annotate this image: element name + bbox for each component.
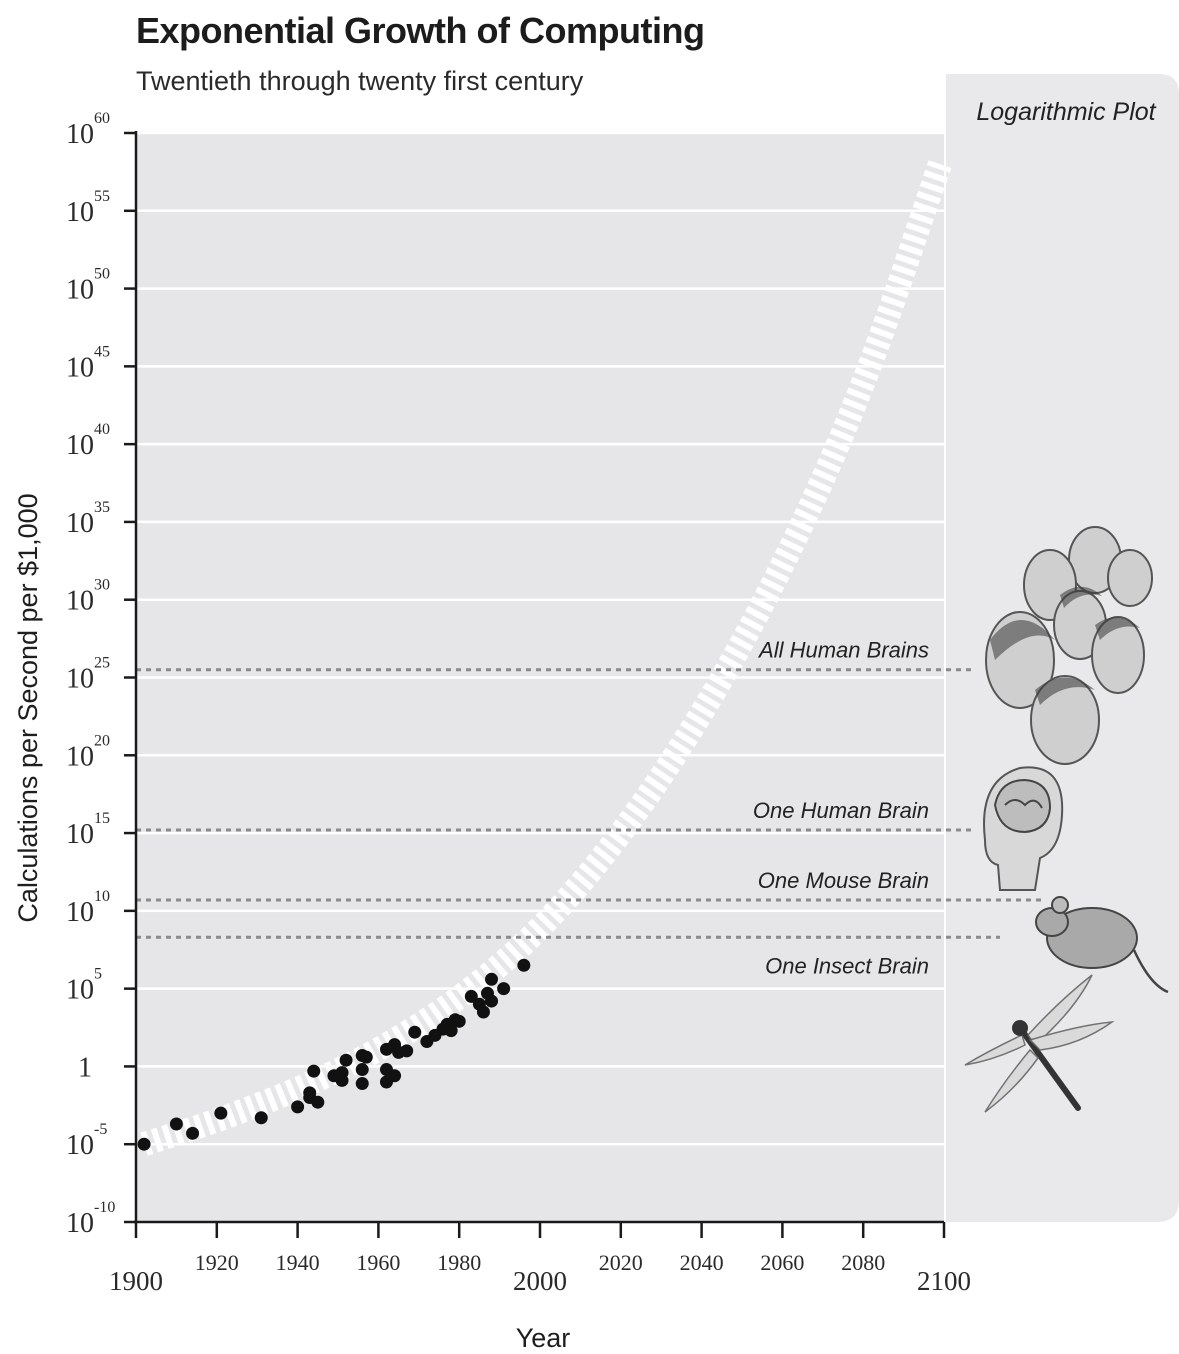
y-tick-exponent: 50 (94, 266, 110, 283)
data-point (485, 972, 499, 986)
x-tick-label: 2000 (513, 1266, 567, 1296)
data-point (476, 1005, 490, 1019)
x-axis-label: Year (516, 1323, 571, 1353)
data-point (517, 958, 531, 972)
y-tick-exponent: 40 (94, 421, 110, 438)
data-point (485, 994, 499, 1008)
chart-subtitle: Twentieth through twenty first century (136, 66, 584, 96)
y-tick-exponent: 35 (94, 499, 110, 516)
y-tick-label: 10 (66, 352, 94, 383)
data-point (452, 1014, 466, 1028)
data-point (291, 1100, 305, 1114)
y-tick-exponent: -5 (94, 1121, 107, 1138)
x-ticks: 1900 1920 1940 1960 1980 2000 2020 2040 2060 2080… (109, 1222, 971, 1296)
y-tick-label: 10 (66, 819, 94, 850)
data-point (355, 1063, 369, 1077)
threshold-label: One Human Brain (753, 798, 929, 823)
y-tick-exponent: 20 (94, 732, 110, 749)
data-point (254, 1111, 268, 1125)
mouse-icon (1035, 896, 1169, 994)
gridlines (136, 131, 944, 1146)
y-tick-exponent: 15 (94, 810, 110, 827)
y-tick-exponent: 25 (94, 655, 110, 672)
threshold-label: All Human Brains (757, 638, 929, 663)
y-tick-exponent: 5 (94, 966, 102, 983)
x-tick-label: 2040 (680, 1250, 724, 1275)
y-ticks: 1060105510501045104010351030102510201015… (66, 110, 136, 1239)
data-point (307, 1064, 321, 1078)
panel-label: Logarithmic Plot (976, 98, 1156, 126)
y-axis-label: Calculations per Second per $1,000 (13, 493, 43, 922)
dragonfly-icon (964, 974, 1115, 1113)
data-point (186, 1126, 200, 1140)
y-tick-label: 10 (66, 197, 94, 228)
y-tick-exponent: 45 (94, 343, 110, 360)
data-point (339, 1053, 353, 1067)
y-tick-label: 10 (66, 275, 94, 306)
data-points (137, 958, 531, 1151)
y-tick-exponent: 60 (94, 110, 110, 127)
threshold-label: One Insect Brain (765, 953, 929, 978)
data-point (408, 1025, 422, 1039)
y-tick-label: 10 (66, 430, 94, 461)
y-tick-label: 10 (66, 1130, 94, 1161)
y-tick-label: 10 (66, 119, 94, 150)
y-tick-label: 10 (66, 975, 94, 1006)
x-tick-label: 1920 (195, 1250, 239, 1275)
x-tick-label: 2100 (917, 1266, 971, 1296)
x-tick-label: 2020 (599, 1250, 643, 1275)
y-tick-label: 10 (66, 741, 94, 772)
y-tick-exponent: 55 (94, 188, 110, 205)
data-point (464, 989, 478, 1003)
data-point (335, 1073, 349, 1087)
trend-band-path (140, 160, 952, 1156)
y-tick-label: 10 (66, 508, 94, 539)
data-point (137, 1137, 151, 1151)
data-point (497, 982, 511, 996)
y-tick-label: 10 (66, 1208, 94, 1239)
data-point (303, 1091, 317, 1105)
data-point (355, 1077, 369, 1091)
x-tick-label: 1960 (356, 1250, 400, 1275)
data-point (214, 1106, 228, 1120)
threshold-lines: All Human Brains One Human Brain One Mouse… (136, 638, 1045, 978)
chart-title: Exponential Growth of Computing (136, 10, 705, 51)
human-brain-head-icon (983, 766, 1064, 891)
y-tick-exponent: 10 (94, 888, 110, 905)
human-crowd-icon (985, 526, 1153, 765)
trend-band (140, 160, 952, 1156)
threshold-label: One Mouse Brain (758, 868, 929, 893)
y-tick-label: 10 (66, 586, 94, 617)
x-tick-label: 2080 (841, 1250, 885, 1275)
x-tick-label: 1900 (109, 1266, 163, 1296)
y-tick-exponent: 30 (94, 577, 110, 594)
data-point (169, 1117, 183, 1131)
y-tick-label: 10 (66, 897, 94, 928)
data-point (359, 1050, 373, 1064)
y-tick-exponent: -10 (94, 1199, 115, 1216)
x-tick-label: 1980 (437, 1250, 481, 1275)
y-tick-label: 1 (78, 1052, 92, 1083)
y-tick-label: 10 (66, 664, 94, 695)
x-tick-label: 2060 (760, 1250, 804, 1275)
data-point (444, 1024, 458, 1038)
data-point (400, 1044, 414, 1058)
x-tick-label: 1940 (276, 1250, 320, 1275)
data-point (388, 1069, 402, 1083)
